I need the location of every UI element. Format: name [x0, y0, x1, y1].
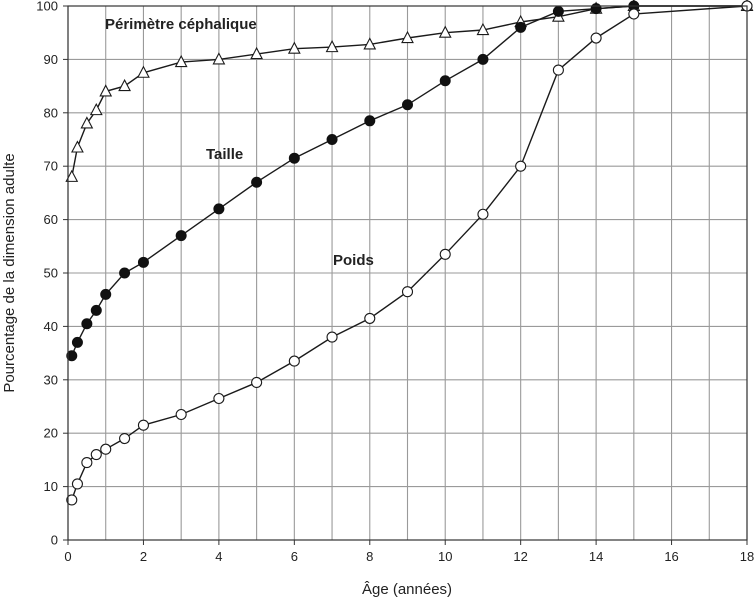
data-point-triangle [250, 46, 264, 60]
data-point-triangle [174, 54, 188, 68]
data-point-triangle [212, 52, 226, 65]
data-point-open [326, 331, 338, 343]
data-point-open [137, 419, 149, 431]
y-axis-title: Pourcentage de la dimension adulte [1, 153, 18, 392]
data-point-open [477, 208, 489, 220]
y-tick-label: 30 [44, 372, 58, 387]
x-tick-label: 6 [291, 549, 298, 564]
data-point-triangle [401, 30, 414, 44]
data-point-filled [71, 336, 83, 348]
data-point-filled [90, 304, 102, 316]
plot-frame [67, 5, 748, 541]
data-point-open [66, 494, 78, 506]
data-point-open [628, 8, 640, 20]
y-tick-label: 100 [36, 0, 58, 14]
data-point-triangle [89, 102, 103, 116]
data-point-triangle [65, 169, 79, 182]
series-height [66, 0, 753, 362]
data-point-filled [288, 152, 300, 164]
data-point-filled [81, 318, 93, 330]
data-point-open [288, 355, 300, 367]
data-point-triangle [99, 84, 113, 97]
data-point-filled [515, 21, 527, 33]
x-tick-label: 14 [589, 549, 603, 564]
data-point-open [100, 443, 112, 455]
data-point-open [119, 432, 131, 445]
data-point-open [175, 408, 187, 421]
x-tick-label: 4 [215, 549, 222, 564]
data-point-open [71, 478, 83, 490]
y-tick-label: 60 [44, 212, 58, 227]
y-tick-label: 80 [44, 105, 58, 120]
data-point-filled [175, 230, 187, 242]
data-point-open [90, 449, 102, 461]
data-point-triangle [325, 39, 339, 53]
data-point-filled [590, 3, 602, 15]
data-point-open [401, 286, 414, 298]
y-tick-label: 10 [44, 479, 58, 494]
series-label-height: Taille [206, 146, 243, 163]
x-tick-labels: 0 2 4 6 8 10 12 14 16 18 [64, 540, 754, 564]
data-point-open [213, 392, 225, 405]
data-point-triangle [476, 22, 490, 36]
y-tick-labels: 0 10 20 30 40 50 60 70 80 90 100 [36, 0, 68, 548]
y-tick-label: 90 [44, 52, 58, 67]
data-point-filled [119, 267, 131, 279]
data-point-triangle [118, 78, 131, 92]
data-point-open [552, 64, 564, 76]
data-point-filled [251, 176, 263, 188]
y-tick-label: 20 [44, 426, 58, 441]
x-tick-label: 10 [438, 549, 452, 564]
x-tick-label: 0 [64, 549, 71, 564]
x-tick-label: 16 [664, 549, 678, 564]
x-tick-label: 8 [366, 549, 373, 564]
data-point-open [364, 312, 376, 324]
data-point-filled [137, 256, 149, 268]
data-point-filled [477, 53, 489, 65]
data-point-triangle [363, 37, 377, 50]
y-tick-label: 0 [51, 533, 58, 548]
data-point-open [439, 248, 451, 260]
data-point-triangle [438, 25, 452, 38]
series-layer [65, 0, 754, 506]
data-point-filled [100, 288, 112, 300]
data-point-triangle [71, 140, 84, 153]
data-point-open [590, 32, 602, 44]
x-axis-title: Âge (années) [362, 581, 452, 598]
y-tick-label: 50 [44, 266, 58, 281]
data-point-filled [439, 75, 451, 87]
x-tick-label: 2 [140, 549, 147, 564]
series-weight [66, 0, 753, 506]
data-point-triangle [80, 116, 94, 129]
data-point-triangle [137, 65, 150, 78]
y-tick-label: 70 [44, 159, 58, 174]
data-point-filled [552, 5, 564, 17]
data-point-open [251, 376, 263, 389]
data-point-filled [213, 203, 225, 215]
x-tick-label: 12 [513, 549, 527, 564]
y-tick-label: 40 [44, 319, 58, 334]
data-point-filled [402, 99, 413, 111]
data-point-open [81, 457, 93, 469]
data-point-open [515, 160, 527, 172]
series-label-head-circumference: Périmètre céphalique [105, 16, 257, 33]
data-point-triangle [287, 41, 301, 54]
data-point-filled [66, 350, 78, 362]
x-tick-label: 18 [740, 549, 754, 564]
data-point-filled [326, 134, 338, 145]
data-point-filled [364, 115, 376, 127]
series-label-weight: Poids [333, 252, 374, 269]
